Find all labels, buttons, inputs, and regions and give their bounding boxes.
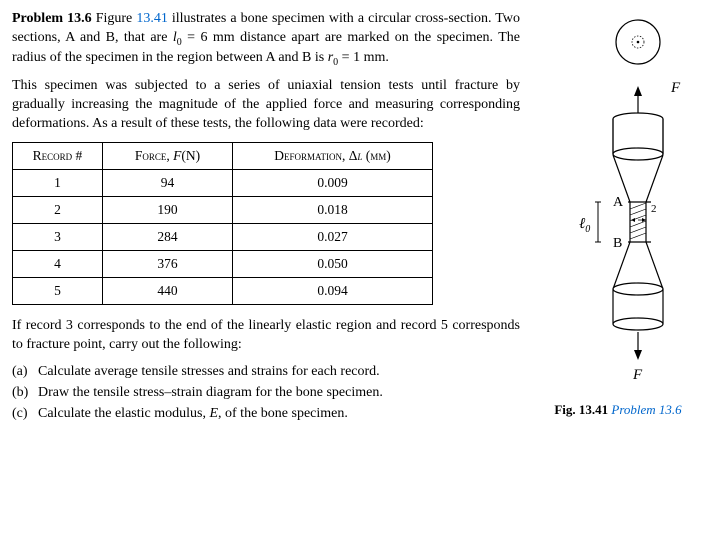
caption-ital: Problem 13.6 (608, 402, 682, 417)
cell-record: 1 (13, 170, 103, 197)
label-b: B (613, 236, 622, 251)
cell-record: 3 (13, 224, 103, 251)
subquestion-a: (a) Calculate average tensile stresses a… (12, 363, 520, 382)
table-row: 1 94 0.009 (13, 170, 433, 197)
header-record: Record # (13, 143, 103, 170)
label-f-bottom: F (632, 367, 643, 383)
sub-c-label: (c) (12, 405, 38, 424)
cell-def: 0.050 (233, 251, 433, 278)
cell-record: 2 (13, 197, 103, 224)
table-header-row: Record # Force, F(N) Deformation, Δl (mm… (13, 143, 433, 170)
figure-column: F (538, 10, 698, 426)
paragraph-2: This specimen was subjected to a series … (12, 77, 520, 134)
header-deformation: Deformation, Δl (mm) (233, 143, 433, 170)
figure-caption: Fig. 13.41 Problem 13.6 (554, 402, 681, 418)
cell-force: 376 (103, 251, 233, 278)
cell-def: 0.094 (233, 278, 433, 305)
label-f-top: F (670, 80, 681, 96)
main-content: Problem 13.6 Figure 13.41 illustrates a … (12, 10, 520, 426)
table-row: 3 284 0.027 (13, 224, 433, 251)
table-row: 2 190 0.018 (13, 197, 433, 224)
subquestion-b: (b) Draw the tensile stress–strain diagr… (12, 384, 520, 403)
cell-record: 5 (13, 278, 103, 305)
paragraph-1: Problem 13.6 Figure 13.41 illustrates a … (12, 10, 520, 69)
label-l0: ℓ0 (579, 216, 590, 235)
sub-b-text: Draw the tensile stress–strain diagram f… (38, 384, 520, 403)
subquestions: (a) Calculate average tensile stresses a… (12, 363, 520, 424)
cell-force: 440 (103, 278, 233, 305)
cell-record: 4 (13, 251, 103, 278)
sub-c-text: Calculate the elastic modulus, E, of the… (38, 405, 520, 424)
cell-def: 0.009 (233, 170, 433, 197)
header-force: Force, F(N) (103, 143, 233, 170)
specimen-diagram: F (543, 14, 693, 394)
paragraph-3: If record 3 corresponds to the end of th… (12, 317, 520, 355)
label-a: A (613, 195, 624, 210)
cell-force: 94 (103, 170, 233, 197)
table-row: 5 440 0.094 (13, 278, 433, 305)
sub-b-label: (b) (12, 384, 38, 403)
cell-def: 0.027 (233, 224, 433, 251)
figure-reference: 13.41 (136, 11, 168, 26)
cell-def: 0.018 (233, 197, 433, 224)
p1-eq2: = 1 mm. (338, 50, 389, 65)
cell-force: 284 (103, 224, 233, 251)
sub-a-label: (a) (12, 363, 38, 382)
caption-bold: Fig. 13.41 (554, 402, 608, 417)
subquestion-c: (c) Calculate the elastic modulus, E, of… (12, 405, 520, 424)
label-radius: 2 (651, 203, 657, 215)
problem-label: Problem 13.6 (12, 11, 92, 26)
p1-preref: Figure (92, 11, 137, 26)
table-row: 4 376 0.050 (13, 251, 433, 278)
cell-force: 190 (103, 197, 233, 224)
data-table: Record # Force, F(N) Deformation, Δl (mm… (12, 142, 433, 305)
sub-a-text: Calculate average tensile stresses and s… (38, 363, 520, 382)
